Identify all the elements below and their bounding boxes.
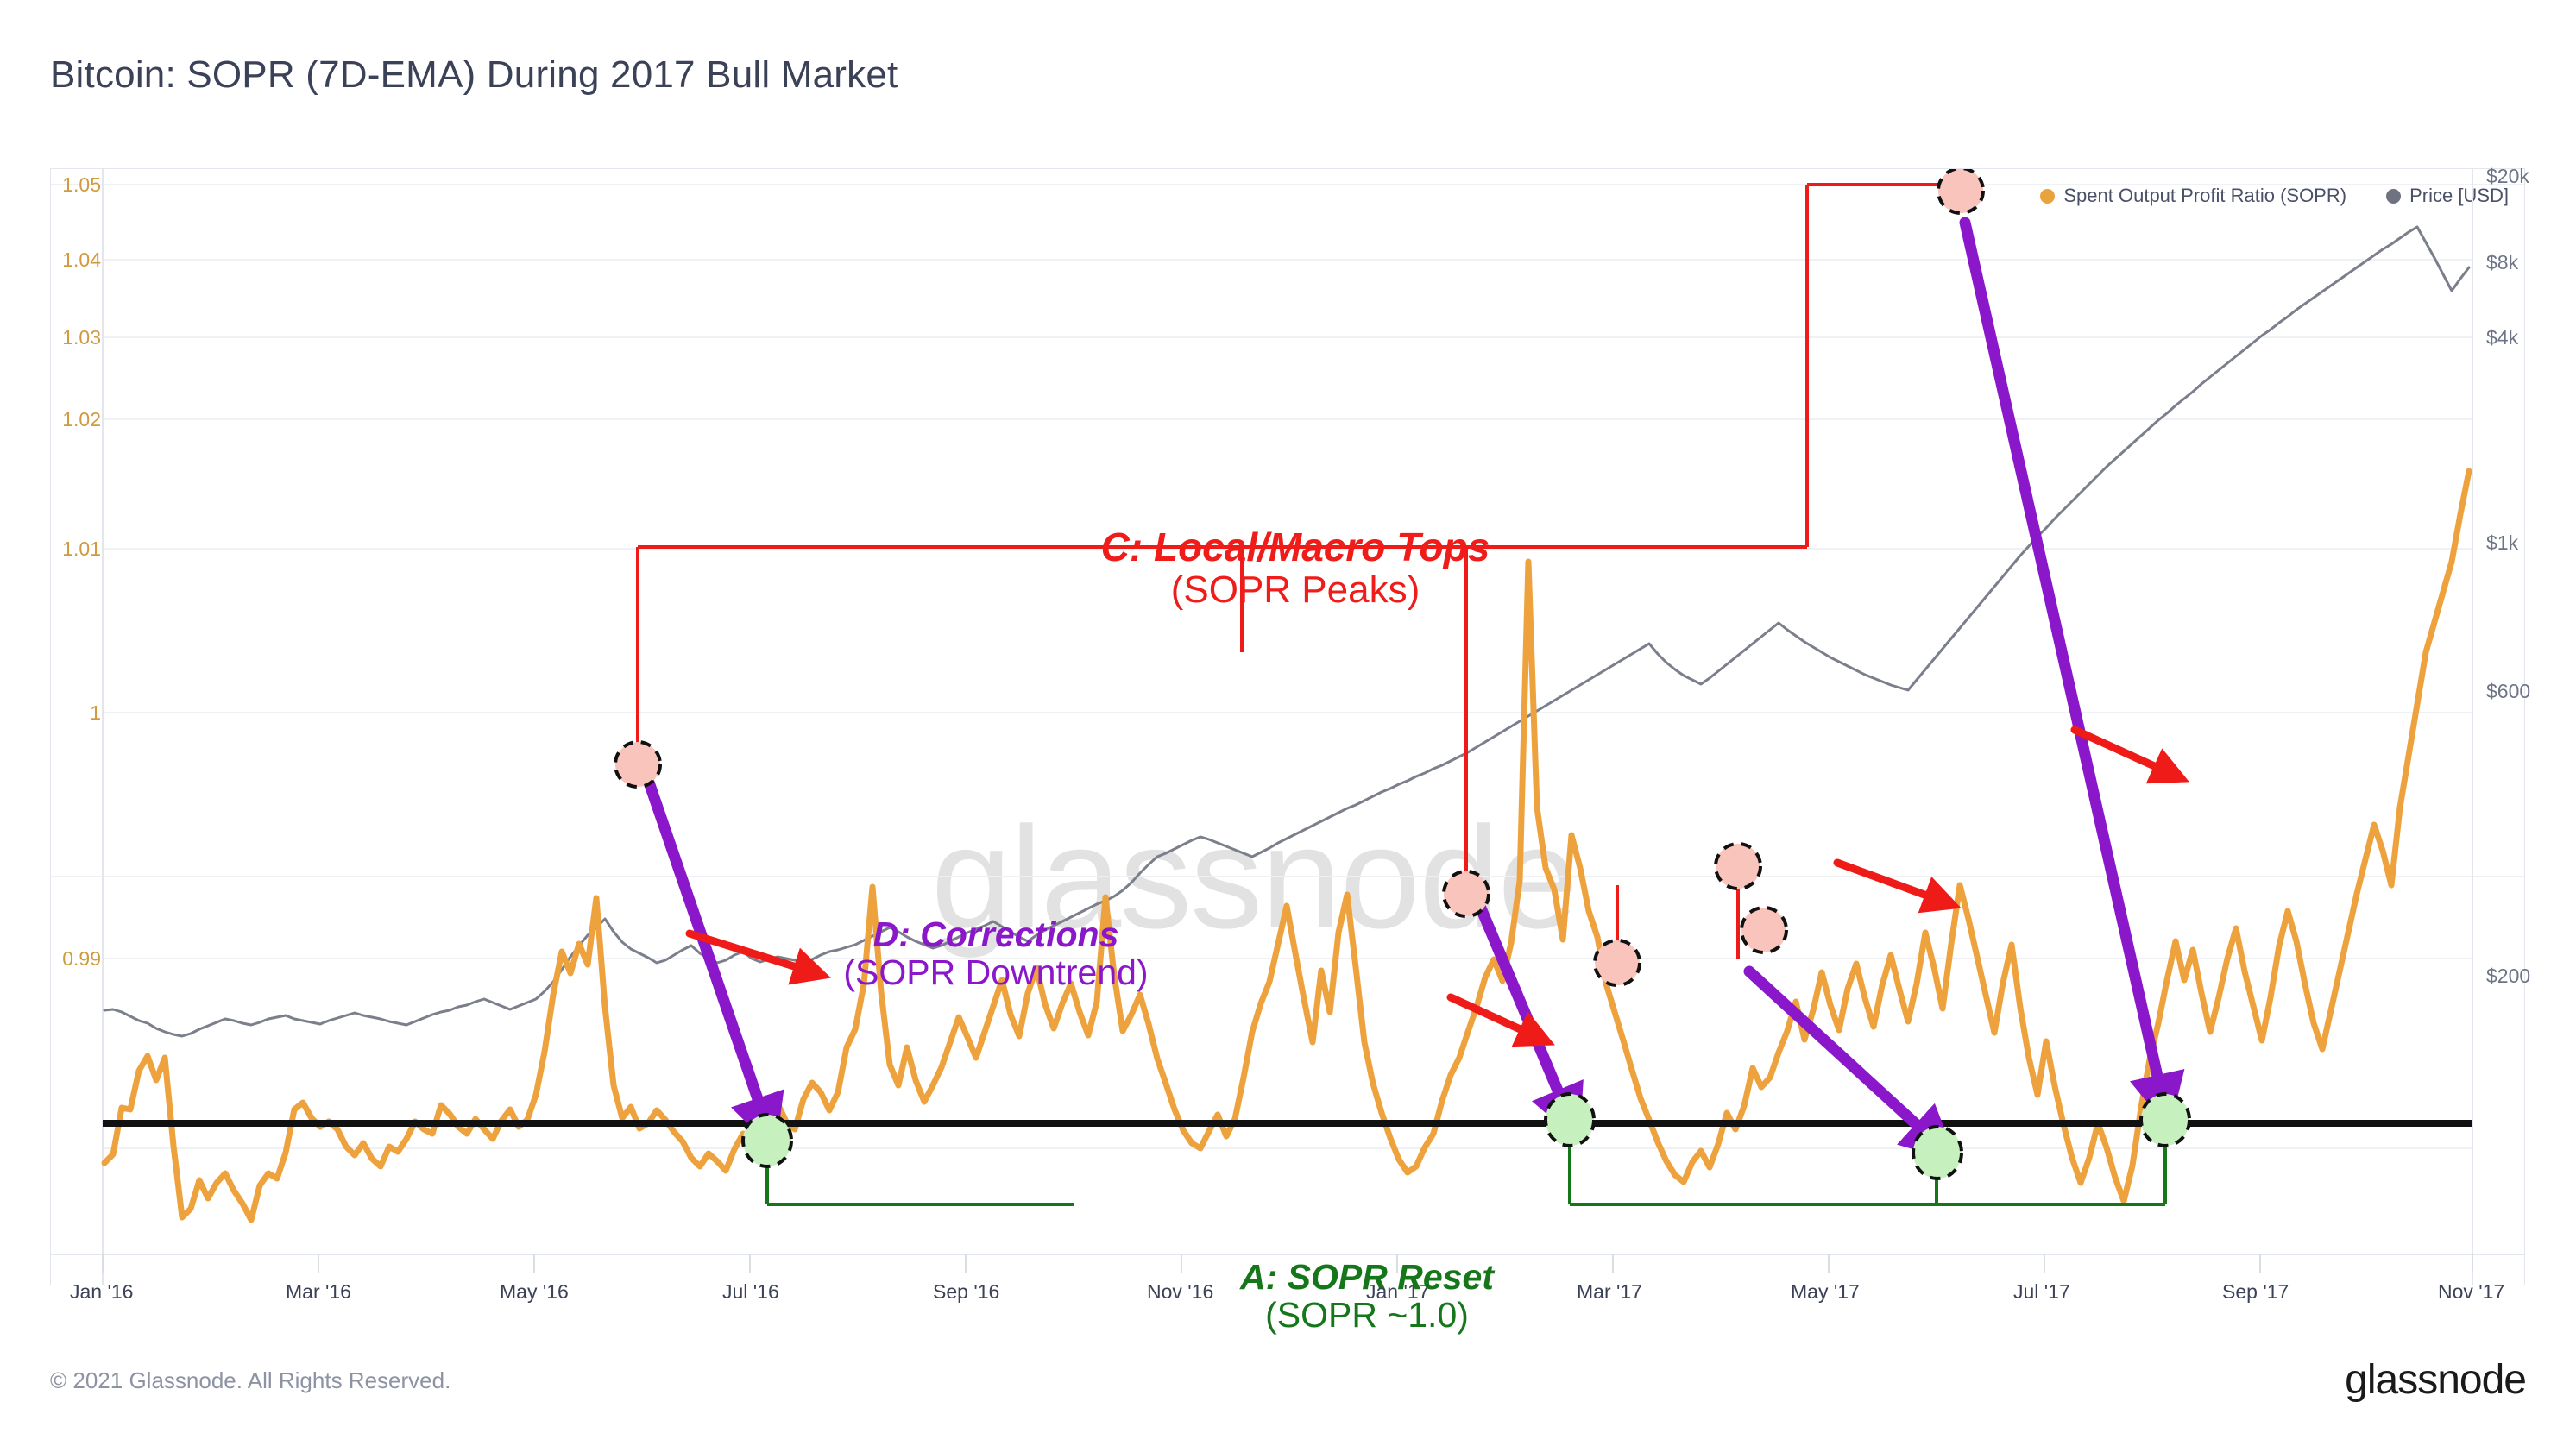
annotation-sopr-reset: A: SOPR Reset (SOPR ~1.0)	[1156, 1258, 1578, 1335]
annotation-local-macro-tops: C: Local/Macro Tops (SOPR Peaks)	[1011, 525, 1580, 611]
copyright-text: © 2021 Glassnode. All Rights Reserved.	[50, 1367, 451, 1393]
tops-bracket-red	[636, 183, 1956, 959]
series-price-line	[103, 225, 2471, 1038]
legend-dot-sopr-icon	[2040, 188, 2056, 204]
annotation-reset-line2: (SOPR ~1.0)	[1265, 1295, 1469, 1336]
glassnode-logo: glassnode	[2345, 1357, 2527, 1403]
legend-label-sopr: Spent Output Profit Ratio (SOPR)	[2063, 185, 2347, 206]
peak-marker	[1937, 169, 1985, 215]
peak-markers	[614, 169, 1985, 987]
reset-markers	[741, 1092, 2191, 1180]
axis-frame	[51, 169, 2524, 1285]
legend-label-price: Price [USD]	[2409, 185, 2509, 206]
correction-arrows-purple	[640, 217, 2185, 1162]
annotation-tops-line1: C: Local/Macro Tops	[1100, 525, 1490, 569]
chart-card: glassnode Spent Output Profit Ratio (SOP…	[50, 165, 2530, 1335]
annotation-corrections: D: Corrections (SOPR Downtrend)	[741, 915, 1250, 992]
correction-arrow-2	[1469, 888, 1584, 1142]
correction-arrow-3	[1743, 965, 1957, 1162]
peak-marker	[1714, 842, 1762, 890]
reset-marker	[741, 1113, 793, 1168]
price-arrow-4	[2070, 726, 2189, 784]
plot-area: 1.05 1.04 1.03 1.02 1.01 1 0.99 $20k $8k…	[51, 165, 2530, 1335]
reset-marker	[1912, 1125, 1963, 1180]
price-trend-arrows-red	[685, 726, 2189, 1047]
x-tick-marks	[102, 1254, 2473, 1273]
legend-item-sopr[interactable]: Spent Output Profit Ratio (SOPR)	[2040, 185, 2346, 207]
legend-item-price[interactable]: Price [USD]	[2386, 185, 2509, 207]
legend-dot-price-icon	[2386, 188, 2402, 204]
peak-marker	[1593, 939, 1641, 987]
annotation-reset-line1: A: SOPR Reset	[1240, 1257, 1494, 1297]
plot-svg	[51, 169, 2524, 1285]
annotation-corrections-line1: D: Corrections	[872, 915, 1119, 954]
annotation-corrections-line2: (SOPR Downtrend)	[843, 952, 1149, 993]
page-title: Bitcoin: SOPR (7D-EMA) During 2017 Bull …	[50, 53, 898, 96]
reset-marker	[2139, 1092, 2191, 1147]
correction-arrow-1	[640, 769, 784, 1152]
price-arrow-3	[1833, 858, 1962, 914]
annotation-tops-line2: (SOPR Peaks)	[1170, 568, 1420, 611]
peak-marker	[1442, 870, 1490, 918]
gridlines-y-ticks	[103, 184, 2472, 1255]
correction-arrow-4	[1959, 217, 2185, 1130]
price-arrow-2	[1446, 993, 1555, 1047]
reset-marker	[1544, 1092, 1596, 1147]
chart-legend: Spent Output Profit Ratio (SOPR) Price […	[2040, 185, 2509, 207]
price-arrow-1	[685, 929, 832, 985]
peak-marker	[1740, 906, 1788, 954]
peak-marker	[614, 740, 662, 789]
